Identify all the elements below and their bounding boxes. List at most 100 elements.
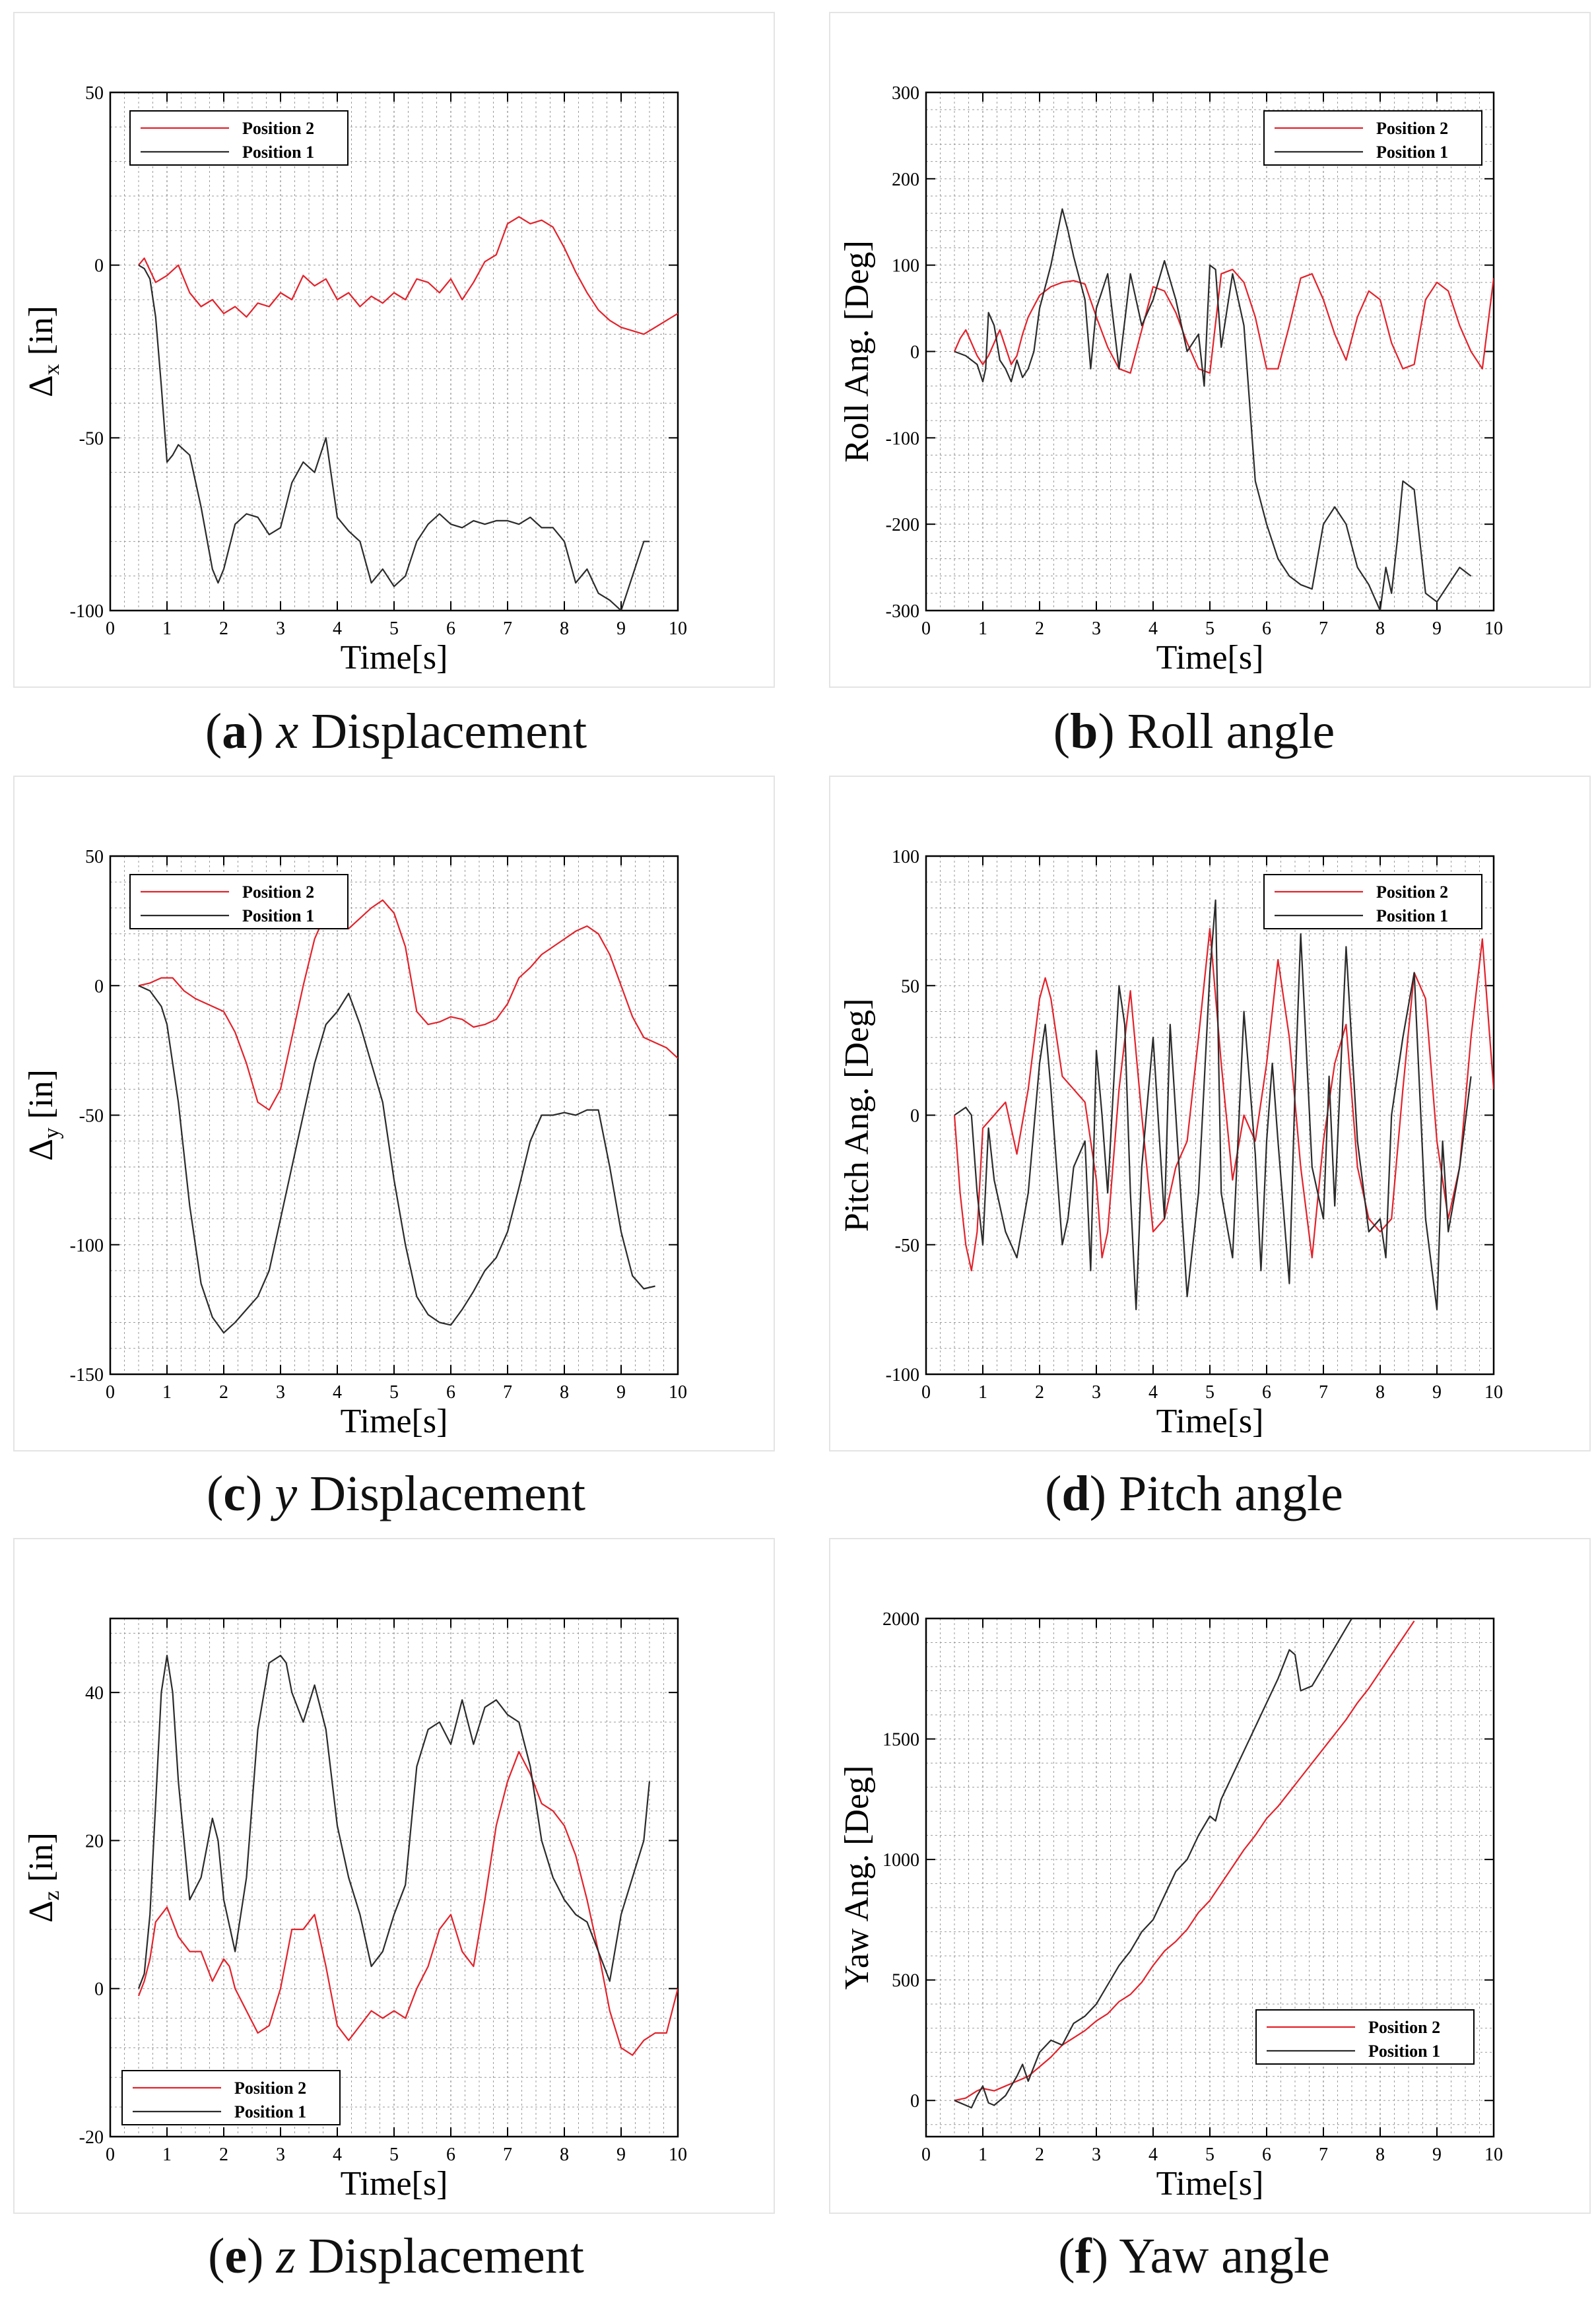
series-line-position-1 <box>954 208 1472 611</box>
x-tick-label: 5 <box>1205 1382 1214 1403</box>
x-tick-label: 5 <box>389 2145 399 2165</box>
chart-panel-d: 0 1 2 3 4 5 6 7 8 9 10 -100 -50 0 50 100 Time[s] Pitch An… <box>829 776 1591 1451</box>
y-axis-label-sub: z <box>40 1890 64 1900</box>
y-tick-label: 100 <box>892 847 919 867</box>
y-tick-label: 1500 <box>882 1730 919 1750</box>
y-tick-label: 1000 <box>882 1850 919 1871</box>
y-axis-label: Δz [in] <box>22 1832 64 1923</box>
x-tick-label: 9 <box>616 1382 626 1403</box>
x-tick-label: 2 <box>219 1382 228 1403</box>
caption-d: (d) Pitch angle <box>1045 1466 1343 1521</box>
y-axis-label-unit: [in] <box>22 306 60 364</box>
x-tick-label: 10 <box>1484 2145 1503 2165</box>
x-tick-label: 3 <box>276 1382 285 1403</box>
x-tick-label: 4 <box>333 618 342 639</box>
y-tick-label: 0 <box>94 1980 104 2000</box>
x-tick-label: 6 <box>1262 2145 1271 2165</box>
x-tick-label: 2 <box>1035 618 1044 639</box>
y-tick-label: 0 <box>910 2091 919 2112</box>
y-axis-label-main: Δ <box>22 375 60 397</box>
legend-label: Position 2 <box>242 883 314 902</box>
y-axis-label-main: Yaw Ang. [Deg] <box>838 1766 876 1990</box>
x-tick-label: 7 <box>1319 2145 1328 2165</box>
chart-panel-b: 0 1 2 3 4 5 6 7 8 9 10 -300 -200 -100 0 100 200 300 Time[s… <box>829 12 1591 688</box>
y-axis-label-unit: [in] <box>22 1069 60 1127</box>
x-tick-label: 4 <box>333 2145 342 2165</box>
x-tick-label: 10 <box>669 618 687 639</box>
x-tick-label: 8 <box>560 618 569 639</box>
x-axis-label: Time[s] <box>1156 639 1264 677</box>
x-tick-label: 5 <box>1205 2145 1214 2165</box>
x-tick-label: 1 <box>162 1382 172 1403</box>
chart-panel-e: 0 1 2 3 4 5 6 7 8 9 10 -20 0 20 40 Time[s] Δz [in] Positi… <box>13 1538 775 2214</box>
y-axis-label: Δx [in] <box>22 306 64 397</box>
y-tick-label: -20 <box>79 2127 104 2148</box>
y-axis-label: Pitch Ang. [Deg] <box>838 999 876 1232</box>
x-tick-label: 2 <box>219 2145 228 2165</box>
x-tick-label: 10 <box>669 2145 687 2165</box>
x-tick-label: 7 <box>1319 1382 1328 1403</box>
chart-a: 0 1 2 3 4 5 6 7 8 9 10 -100 -50 0 50 Time[s] Δx [in] Posi… <box>22 83 687 677</box>
x-tick-label: 0 <box>921 618 931 639</box>
chart-panel-f: 0 1 2 3 4 5 6 7 8 9 10 0 500 1000 1500 2000 Time[s] Yaw A… <box>829 1538 1591 2214</box>
y-tick-label: -100 <box>886 1365 919 1385</box>
y-tick-label: -100 <box>70 601 104 622</box>
legend-label: Position 1 <box>1376 906 1448 925</box>
x-tick-label: 7 <box>1319 618 1328 639</box>
x-tick-label: 1 <box>162 2145 172 2165</box>
y-tick-label: 20 <box>85 1831 104 1851</box>
x-tick-label: 6 <box>446 618 455 639</box>
y-tick-label: 0 <box>94 976 104 997</box>
x-tick-label: 8 <box>560 1382 569 1403</box>
x-tick-label: 5 <box>389 618 399 639</box>
y-tick-label: 500 <box>892 1971 919 1991</box>
x-axis-label: Time[s] <box>341 639 448 677</box>
y-tick-label: -100 <box>886 428 919 449</box>
x-axis-label: Time[s] <box>341 2165 448 2203</box>
chart-d: 0 1 2 3 4 5 6 7 8 9 10 -100 -50 0 50 100 Time[s] Pitch An… <box>838 847 1503 1440</box>
x-tick-label: 4 <box>1148 618 1158 639</box>
x-tick-label: 8 <box>1376 1382 1385 1403</box>
y-axis-label-main: Δ <box>22 1900 60 1922</box>
x-tick-label: 1 <box>978 618 987 639</box>
y-tick-label: -200 <box>886 515 919 535</box>
x-tick-label: 3 <box>276 2145 285 2165</box>
x-tick-label: 7 <box>503 1382 512 1403</box>
series-line-position-2 <box>953 927 1494 1272</box>
x-tick-label: 1 <box>978 2145 987 2165</box>
legend-box <box>129 110 349 166</box>
x-axis-label: Time[s] <box>1156 1403 1264 1440</box>
y-tick-label: -300 <box>886 601 919 622</box>
series-line-position-1 <box>954 899 1472 1311</box>
caption-f: (f) Yaw angle <box>1058 2228 1330 2284</box>
y-tick-label: -150 <box>70 1365 104 1385</box>
x-tick-label: 1 <box>978 1382 987 1403</box>
caption-c: (c) y Displacement <box>207 1466 585 1521</box>
x-tick-label: 2 <box>1035 2145 1044 2165</box>
x-tick-label: 9 <box>1432 2145 1442 2165</box>
x-tick-label: 3 <box>1092 618 1101 639</box>
y-tick-label: 0 <box>910 1106 919 1127</box>
y-tick-label: 300 <box>892 83 919 104</box>
y-axis-label-sub: y <box>40 1127 64 1139</box>
x-tick-label: 6 <box>446 2145 455 2165</box>
legend-label: Position 1 <box>242 143 314 162</box>
x-tick-label: 7 <box>503 618 512 639</box>
y-axis-label-unit: [in] <box>22 1832 60 1890</box>
x-tick-label: 2 <box>1035 1382 1044 1403</box>
y-tick-label: 2000 <box>882 1609 919 1630</box>
series-line-position-1 <box>137 1655 651 1989</box>
legend-box <box>129 874 349 929</box>
x-tick-label: 9 <box>616 618 626 639</box>
y-tick-label: -50 <box>79 428 104 449</box>
x-tick-label: 10 <box>1484 618 1503 639</box>
x-tick-label: 2 <box>219 618 228 639</box>
chart-c: 0 1 2 3 4 5 6 7 8 9 10 -150 -100 -50 0 50 Time[s] Δy [in]… <box>22 847 687 1440</box>
x-tick-label: 4 <box>1148 1382 1158 1403</box>
series-line-position-2 <box>138 899 678 1111</box>
y-tick-label: 50 <box>85 847 104 867</box>
legend-label: Position 2 <box>1376 883 1448 902</box>
x-tick-label: 5 <box>389 1382 399 1403</box>
x-tick-label: 0 <box>921 2145 931 2165</box>
y-tick-label: 0 <box>910 343 919 363</box>
